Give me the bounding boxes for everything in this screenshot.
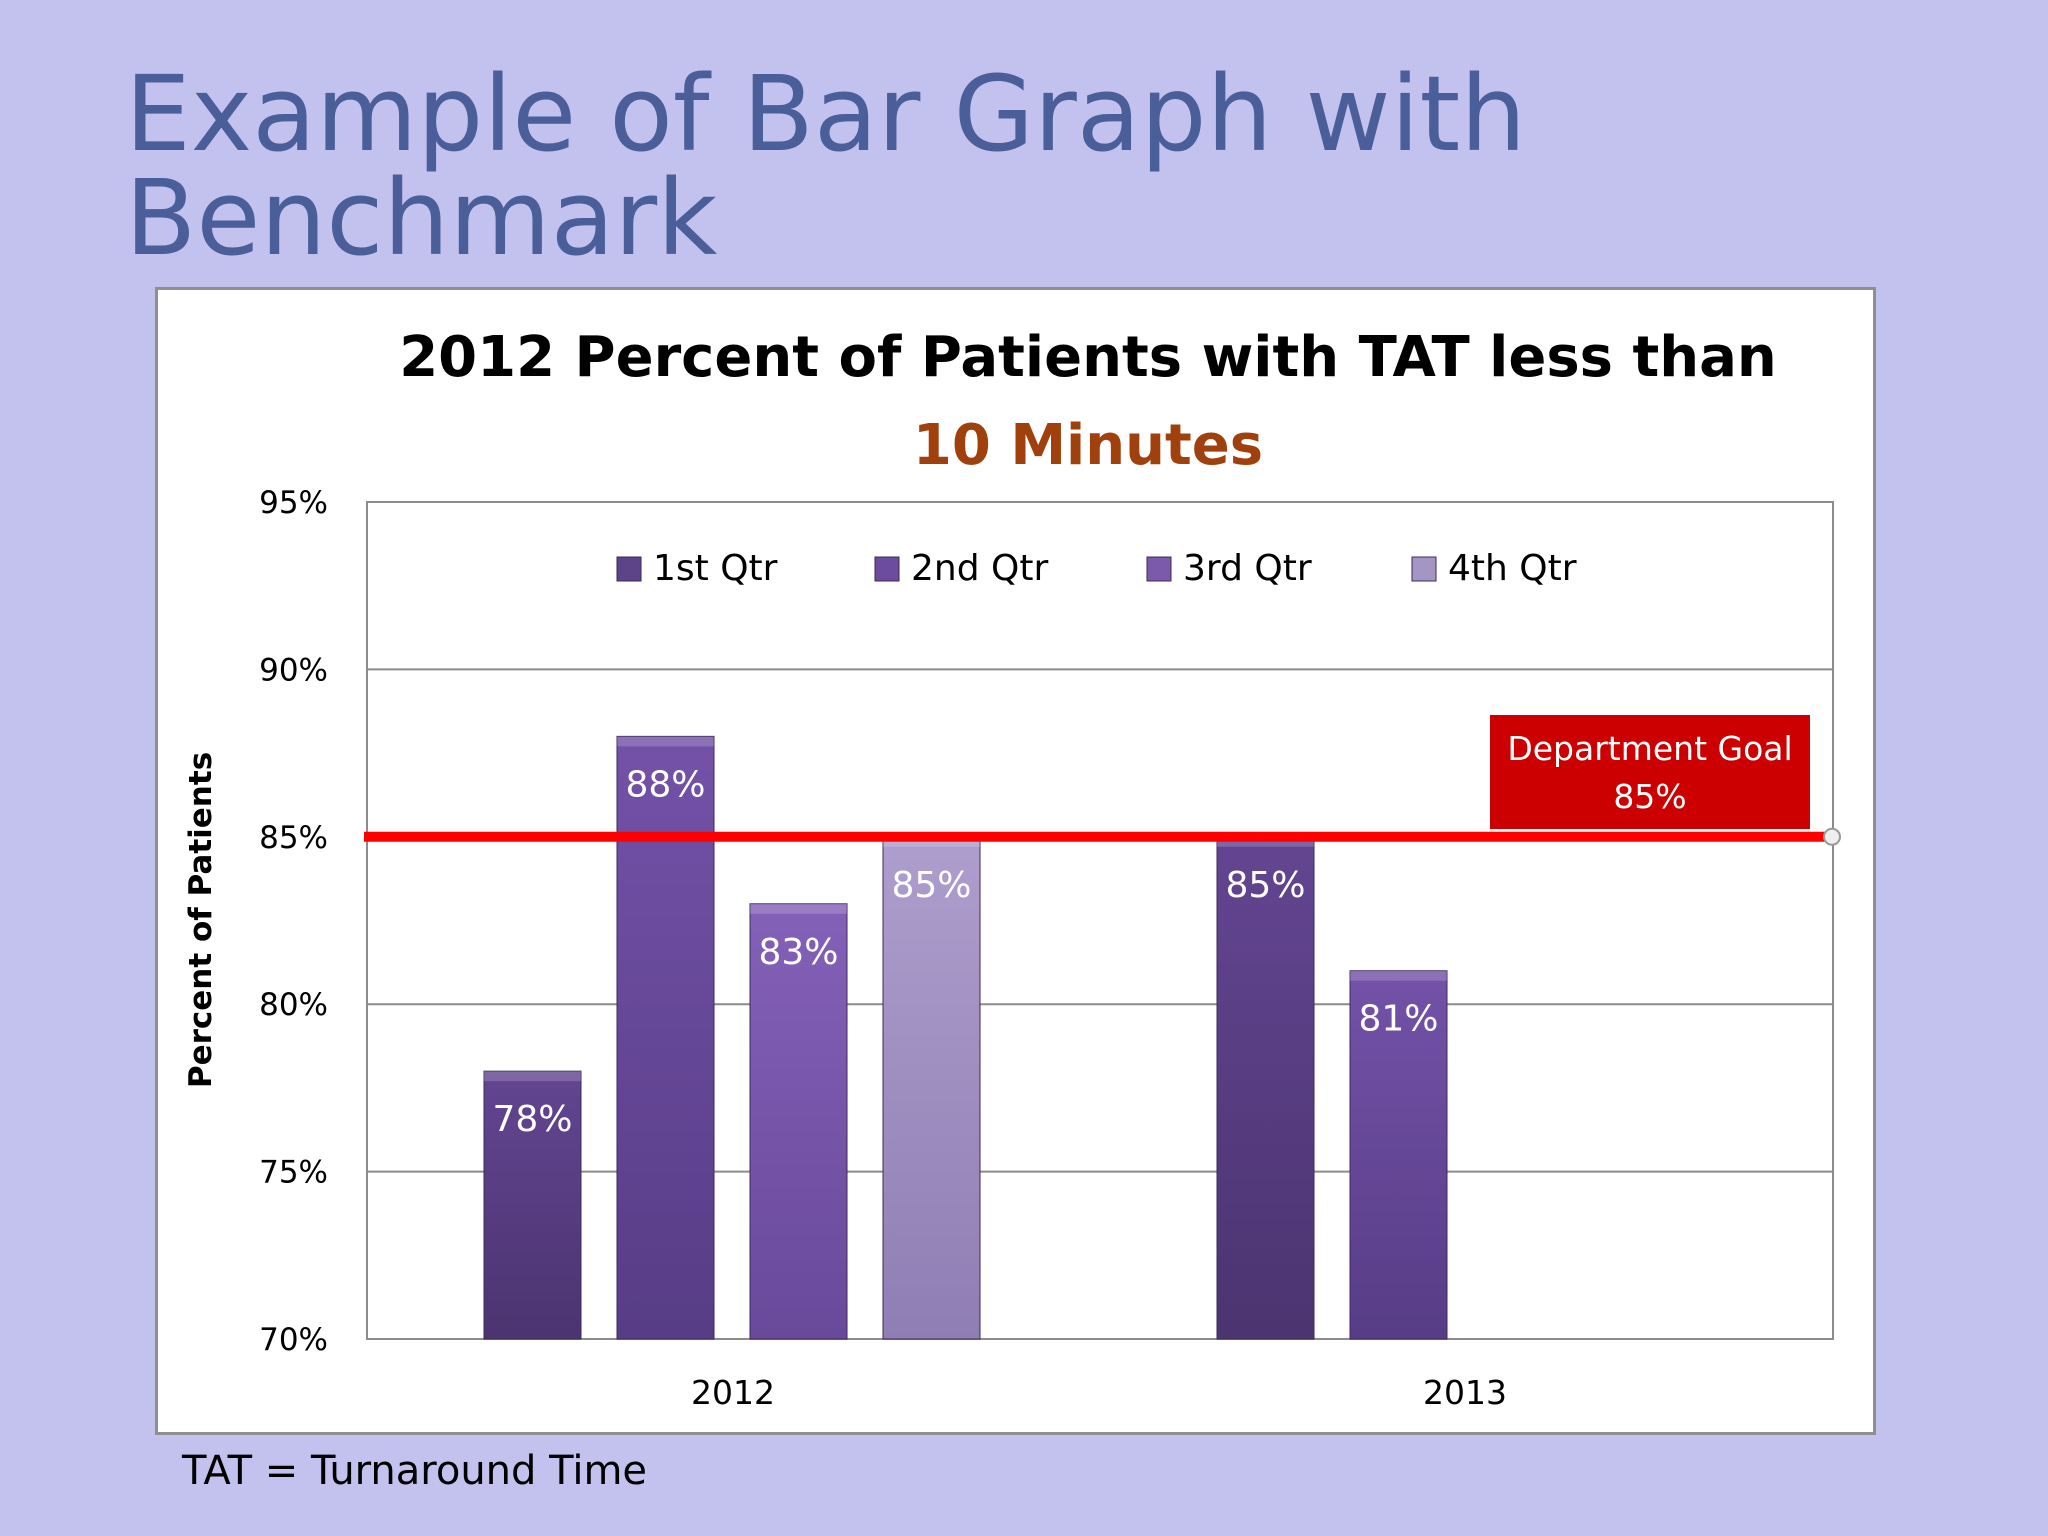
benchmark-label-line2: 85% bbox=[1613, 777, 1686, 816]
plot-area-border bbox=[366, 501, 1834, 1340]
legend-swatch-2 bbox=[874, 556, 900, 582]
bar-highlight bbox=[484, 1071, 581, 1082]
benchmark-label-box bbox=[1490, 715, 1810, 829]
bar-2012-series-3 bbox=[749, 903, 848, 1340]
legend-swatch-4 bbox=[1411, 556, 1437, 582]
benchmark-label-line1: Department Goal bbox=[1507, 729, 1792, 768]
y-axis-label: Percent of Patients bbox=[183, 752, 219, 1088]
bar-2012-series-2 bbox=[616, 735, 715, 1340]
legend-label-3: 3rd Qtr bbox=[1183, 548, 1312, 589]
x-axis-ticks: 2012 2013 bbox=[691, 1373, 1507, 1412]
legend-label-4: 4th Qtr bbox=[1448, 548, 1577, 589]
legend-swatch-3 bbox=[1146, 556, 1172, 582]
bar-label-2012-series-1: 78% bbox=[492, 1099, 572, 1140]
footnote: TAT = Turnaround Time bbox=[182, 1448, 648, 1494]
chart-title-line1: 2012 Percent of Patients with TAT less t… bbox=[399, 325, 1777, 390]
bar-2012-series-4 bbox=[882, 836, 981, 1340]
y-tick-label: 95% bbox=[259, 485, 328, 521]
bar-label-2012-series-3: 83% bbox=[758, 932, 838, 973]
chart-title-line2: 10 Minutes bbox=[913, 413, 1263, 478]
y-tick-label: 70% bbox=[259, 1322, 328, 1358]
bars: 78% 88% 83% 85% 85% 81% bbox=[483, 735, 1448, 1340]
legend-label-2: 2nd Qtr bbox=[911, 548, 1048, 589]
x-tick-label-2012: 2012 bbox=[691, 1373, 775, 1412]
bar-label-2013-series-2: 81% bbox=[1358, 999, 1438, 1040]
bar-label-2013-series-1: 85% bbox=[1225, 865, 1305, 906]
bar-highlight bbox=[750, 903, 847, 914]
y-tick-label: 85% bbox=[259, 820, 328, 856]
y-axis-ticks: 70% 75% 80% 85% 90% 95% bbox=[259, 485, 328, 1358]
y-tick-label: 75% bbox=[259, 1155, 328, 1191]
bar-2012-series-1 bbox=[483, 1070, 582, 1340]
bar-highlight bbox=[1350, 970, 1447, 981]
bar-label-2012-series-2: 88% bbox=[625, 764, 705, 805]
slide-title: Example of Bar Graph with Benchmark bbox=[125, 62, 1875, 270]
benchmark-line-end-marker bbox=[1823, 827, 1841, 846]
bar-2013-series-2 bbox=[1349, 970, 1448, 1340]
slide-title-line1: Example of Bar Graph with bbox=[125, 53, 1527, 175]
bar-highlight bbox=[617, 736, 714, 747]
legend-label-1: 1st Qtr bbox=[653, 548, 778, 589]
slide-title-line2: Benchmark bbox=[125, 157, 718, 279]
bar-2013-series-1 bbox=[1216, 836, 1315, 1340]
bar-label-2012-series-4: 85% bbox=[891, 865, 971, 906]
legend-swatch-1 bbox=[616, 556, 642, 582]
y-tick-label: 90% bbox=[259, 652, 328, 688]
legend: 1st Qtr 2nd Qtr 3rd Qtr 4th Qtr bbox=[616, 548, 1577, 589]
benchmark: Department Goal 85% bbox=[364, 715, 1841, 846]
y-tick-label: 80% bbox=[259, 987, 328, 1023]
chart-frame bbox=[155, 287, 1876, 1435]
x-tick-label-2013: 2013 bbox=[1423, 1373, 1507, 1412]
